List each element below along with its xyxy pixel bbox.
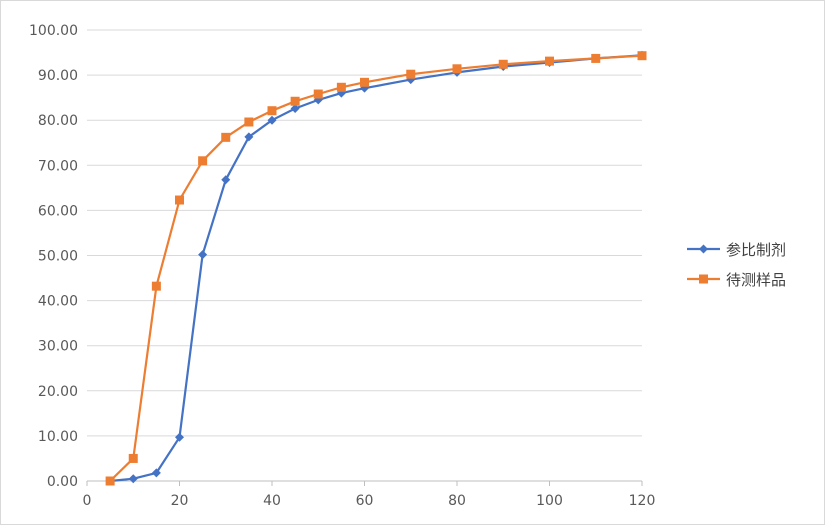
data-point-2 bbox=[591, 53, 601, 63]
data-point-2 bbox=[267, 106, 277, 116]
x-tick-label: 60 bbox=[356, 493, 374, 509]
series-line-2 bbox=[109, 54, 643, 482]
data-point-2 bbox=[175, 195, 184, 205]
legend-marker-1 bbox=[699, 244, 708, 254]
y-tick-label: 30.00 bbox=[38, 339, 78, 355]
y-tick-label: 70.00 bbox=[38, 158, 78, 174]
data-point-2 bbox=[336, 82, 346, 92]
x-tick-label: 100 bbox=[536, 493, 563, 509]
data-point-2 bbox=[105, 476, 115, 486]
data-point-1 bbox=[175, 432, 184, 442]
data-point-2 bbox=[290, 96, 300, 106]
y-tick-label: 20.00 bbox=[38, 384, 78, 400]
legend-marker-2 bbox=[699, 274, 708, 284]
y-tick-label: 60.00 bbox=[38, 203, 78, 219]
data-point-1 bbox=[244, 132, 254, 142]
data-point-1 bbox=[198, 250, 208, 260]
data-point-2 bbox=[128, 453, 138, 463]
data-point-2 bbox=[151, 281, 161, 291]
data-point-2 bbox=[637, 51, 647, 61]
data-point-2 bbox=[313, 89, 323, 99]
data-point-1 bbox=[128, 474, 138, 484]
y-tick-label: 0.00 bbox=[47, 474, 78, 490]
x-tick-label: 80 bbox=[448, 493, 466, 509]
data-point-2 bbox=[498, 59, 508, 69]
data-point-2 bbox=[406, 69, 416, 79]
series-line-1 bbox=[109, 54, 643, 483]
data-point-2 bbox=[221, 132, 231, 142]
data-point-2 bbox=[545, 56, 554, 66]
data-point-2 bbox=[360, 77, 369, 87]
y-tick-label: 10.00 bbox=[38, 429, 78, 445]
x-tick-label: 40 bbox=[263, 493, 281, 509]
y-tick-label: 90.00 bbox=[38, 68, 78, 84]
y-tick-label: 50.00 bbox=[38, 249, 78, 265]
data-point-2 bbox=[244, 117, 254, 127]
legend-label-1: 参比制剂 bbox=[726, 241, 786, 259]
data-point-1 bbox=[151, 468, 161, 478]
data-point-1 bbox=[221, 175, 231, 185]
data-point-1 bbox=[290, 103, 300, 113]
y-tick-label: 40.00 bbox=[38, 294, 78, 310]
data-point-2 bbox=[452, 64, 462, 74]
data-point-1 bbox=[267, 115, 277, 125]
y-tick-label: 80.00 bbox=[38, 113, 78, 129]
y-tick-label: 100.00 bbox=[29, 23, 78, 39]
legend-label-2: 待测样品 bbox=[726, 271, 786, 289]
x-tick-label: 0 bbox=[83, 493, 92, 509]
x-tick-label: 120 bbox=[629, 493, 656, 509]
x-tick-label: 20 bbox=[171, 493, 189, 509]
data-point-2 bbox=[198, 156, 208, 166]
